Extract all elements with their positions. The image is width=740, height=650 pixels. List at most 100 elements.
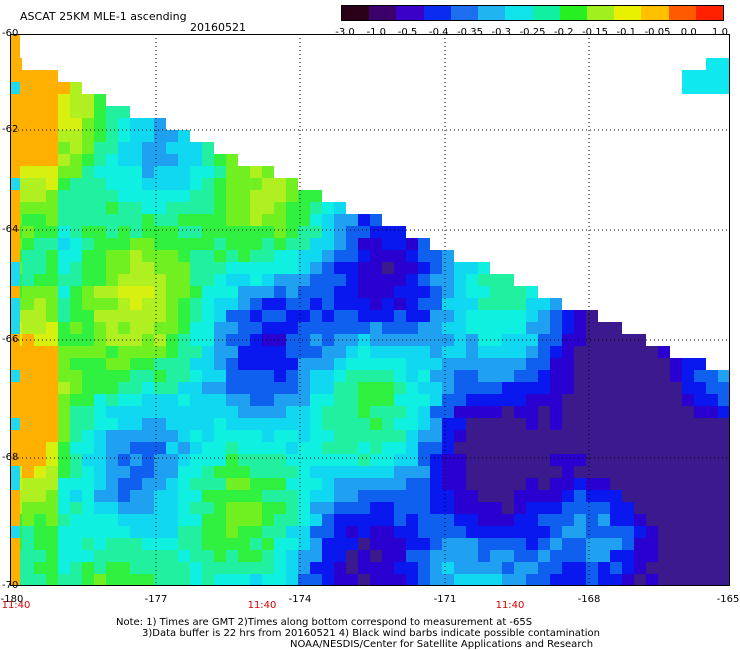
data-cell	[154, 178, 166, 190]
data-cell	[58, 178, 70, 190]
data-cell	[718, 562, 730, 574]
data-cell	[274, 514, 286, 526]
data-cell	[478, 514, 490, 526]
data-cell	[202, 550, 214, 562]
data-cell	[70, 238, 82, 250]
data-cell	[70, 298, 82, 310]
data-cell	[166, 370, 178, 382]
data-cell	[646, 454, 658, 466]
data-cell	[370, 214, 382, 226]
data-cell	[274, 370, 286, 382]
data-cell	[70, 142, 82, 154]
data-cell	[286, 382, 298, 394]
data-cell	[226, 454, 238, 466]
data-cell	[58, 286, 70, 298]
data-cell	[310, 262, 322, 274]
data-cell	[358, 538, 370, 550]
data-cell	[490, 346, 502, 358]
data-cell	[358, 490, 370, 502]
data-cell	[238, 466, 250, 478]
edge-cell	[10, 490, 20, 502]
data-cell	[670, 394, 682, 406]
data-cell	[322, 526, 334, 538]
data-cell	[34, 550, 46, 562]
data-cell	[718, 478, 730, 490]
data-cell	[22, 478, 34, 490]
data-cell	[250, 478, 262, 490]
data-cell	[298, 466, 310, 478]
data-cell	[310, 418, 322, 430]
data-cell	[238, 562, 250, 574]
data-cell	[58, 430, 70, 442]
data-cell	[586, 358, 598, 370]
data-cell	[82, 346, 94, 358]
edge-cell	[10, 502, 20, 514]
data-cell	[190, 370, 202, 382]
data-cell	[154, 202, 166, 214]
data-cell	[118, 418, 130, 430]
data-cell	[430, 322, 442, 334]
data-cell	[82, 298, 94, 310]
data-cell	[718, 550, 730, 562]
data-cell	[34, 178, 46, 190]
data-cell	[514, 298, 526, 310]
data-cell	[286, 178, 298, 190]
data-cell	[322, 382, 334, 394]
data-cell	[58, 382, 70, 394]
data-cell	[490, 286, 502, 298]
data-cell	[142, 238, 154, 250]
data-cell	[586, 550, 598, 562]
data-cell	[250, 358, 262, 370]
colorbar-tick-label: -0.25	[519, 27, 546, 38]
data-cell	[262, 310, 274, 322]
data-cell	[322, 514, 334, 526]
data-cell	[322, 286, 334, 298]
data-cell	[538, 358, 550, 370]
data-cell	[70, 214, 82, 226]
data-cell	[622, 334, 634, 346]
edge-cell	[10, 322, 20, 334]
data-cell	[106, 262, 118, 274]
data-cell	[22, 298, 34, 310]
data-cell	[514, 346, 526, 358]
edge-cell	[10, 562, 20, 574]
data-cell	[94, 154, 106, 166]
data-cell	[442, 310, 454, 322]
data-cell	[298, 478, 310, 490]
data-cell	[718, 514, 730, 526]
data-cell	[622, 490, 634, 502]
data-cell	[274, 406, 286, 418]
data-cell	[418, 274, 430, 286]
data-cell	[178, 406, 190, 418]
data-cell	[598, 478, 610, 490]
data-cell	[166, 202, 178, 214]
data-cell	[574, 370, 586, 382]
data-cell	[238, 526, 250, 538]
data-cell	[106, 310, 118, 322]
data-cell	[34, 214, 46, 226]
data-cell	[286, 322, 298, 334]
data-cell	[490, 490, 502, 502]
data-cell	[238, 334, 250, 346]
data-cell	[634, 334, 646, 346]
data-cell	[46, 466, 58, 478]
data-cell	[154, 502, 166, 514]
data-cell	[154, 562, 166, 574]
data-cell	[142, 358, 154, 370]
data-cell	[262, 478, 274, 490]
data-cell	[166, 466, 178, 478]
data-cell	[238, 370, 250, 382]
data-cell	[298, 538, 310, 550]
data-cell	[70, 370, 82, 382]
data-cell	[70, 346, 82, 358]
data-cell	[538, 442, 550, 454]
data-cell	[118, 166, 130, 178]
data-cell	[394, 238, 406, 250]
data-cell	[466, 262, 478, 274]
data-cell	[166, 250, 178, 262]
data-cell	[142, 394, 154, 406]
data-cell	[562, 346, 574, 358]
data-cell	[430, 358, 442, 370]
product-date: 20160521	[190, 21, 246, 34]
data-cell	[406, 358, 418, 370]
